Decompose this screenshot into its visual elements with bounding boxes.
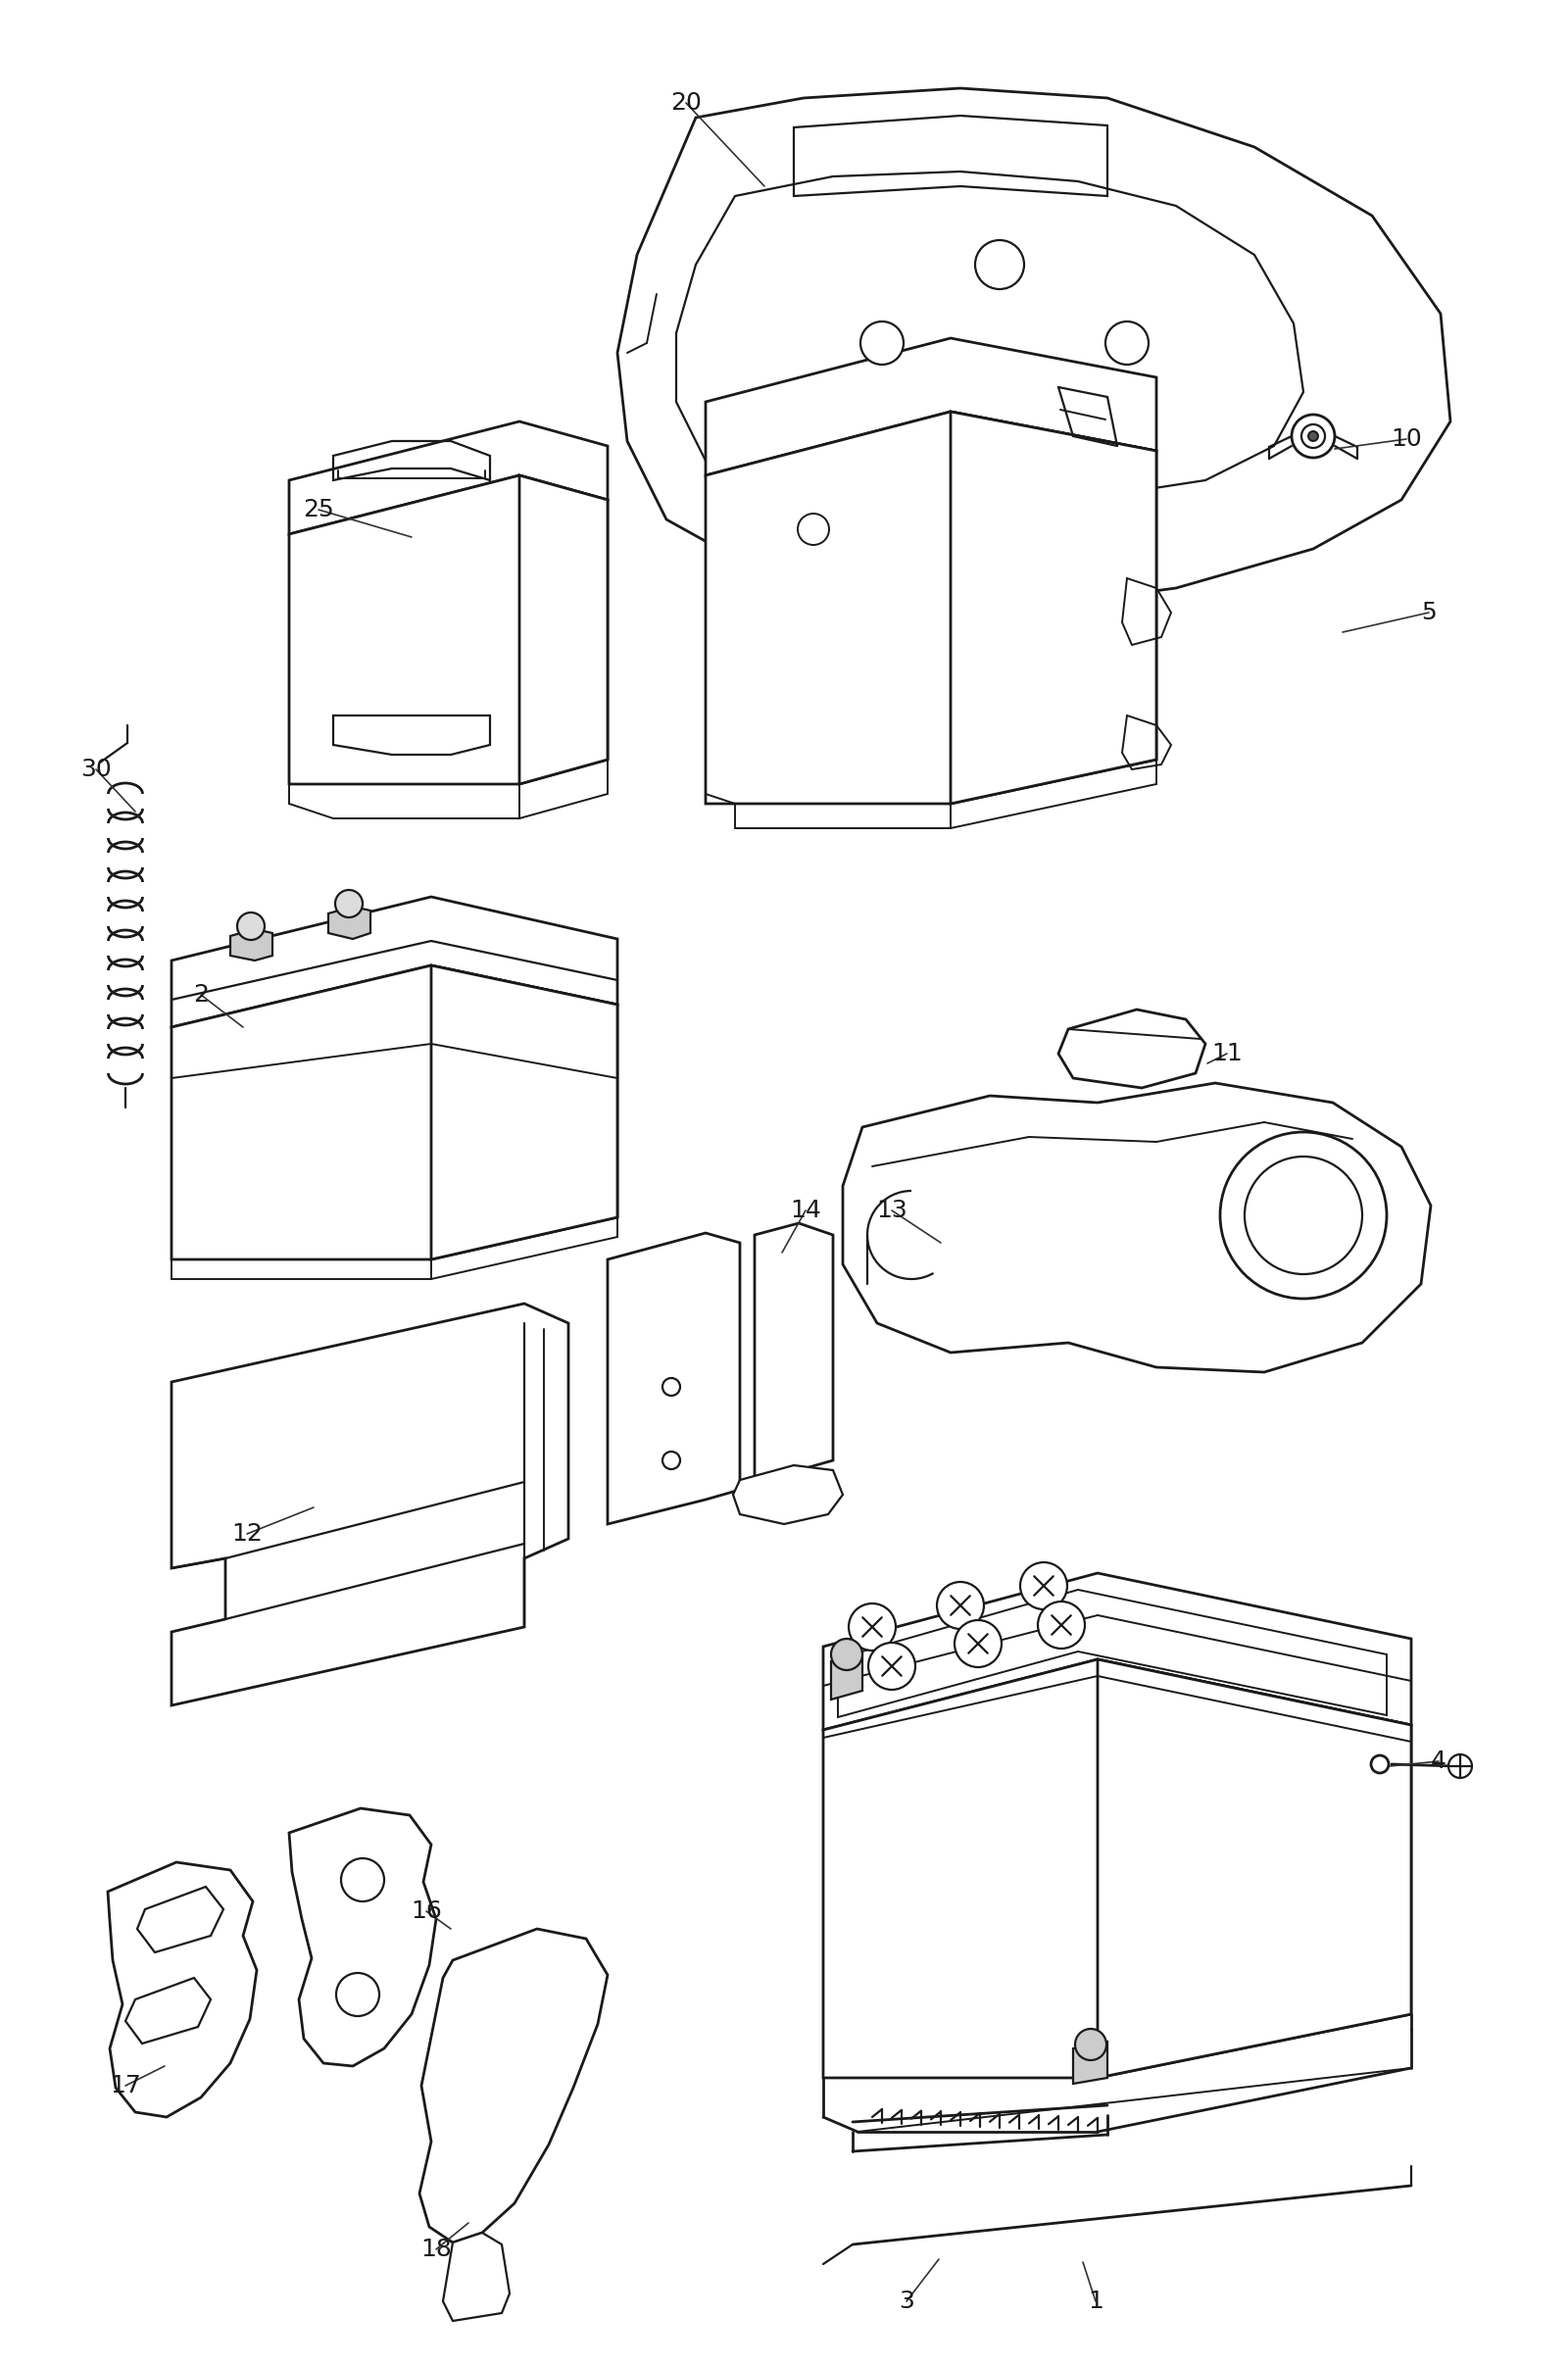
Polygon shape [950,412,1157,804]
Circle shape [938,1583,985,1628]
Polygon shape [823,1573,1411,1730]
Polygon shape [1073,2042,1107,2084]
Circle shape [955,1621,1002,1668]
Circle shape [1021,1562,1068,1609]
Text: 25: 25 [303,497,334,521]
Circle shape [1105,322,1148,364]
Circle shape [1038,1602,1085,1649]
Circle shape [861,322,903,364]
Text: 14: 14 [790,1200,822,1223]
Polygon shape [706,412,1157,804]
Polygon shape [844,1084,1430,1372]
Polygon shape [1058,1010,1206,1088]
Circle shape [662,1377,681,1396]
Circle shape [1159,1020,1182,1043]
Circle shape [1076,1024,1099,1048]
Circle shape [336,1973,379,2016]
Circle shape [1370,1756,1389,1772]
Polygon shape [108,1862,257,2118]
Circle shape [1449,1756,1472,1777]
Polygon shape [431,965,618,1259]
Polygon shape [289,1808,436,2066]
Circle shape [336,890,362,918]
Polygon shape [171,897,618,1027]
Circle shape [1301,424,1325,447]
Text: 20: 20 [671,92,701,114]
Text: 1: 1 [1088,2290,1104,2314]
Circle shape [237,913,265,939]
Text: 2: 2 [193,982,209,1006]
Text: 3: 3 [898,2290,914,2314]
Circle shape [831,1640,862,1670]
Text: 5: 5 [1421,601,1436,625]
Circle shape [798,513,829,544]
Circle shape [1220,1131,1386,1299]
Circle shape [1245,1157,1363,1275]
Circle shape [975,239,1024,289]
Polygon shape [831,1651,862,1699]
Polygon shape [289,476,608,783]
Text: 11: 11 [1212,1041,1242,1065]
Polygon shape [754,1223,833,1481]
Polygon shape [608,1233,740,1524]
Circle shape [1308,431,1319,440]
Polygon shape [1098,1659,1411,2077]
Text: 10: 10 [1391,428,1422,452]
Text: 16: 16 [411,1900,442,1924]
Circle shape [1292,414,1334,457]
Text: 12: 12 [232,1521,262,1545]
Text: 30: 30 [80,757,111,781]
Circle shape [869,1642,916,1689]
Circle shape [342,1857,384,1902]
Polygon shape [519,476,608,783]
Polygon shape [230,930,273,961]
Polygon shape [328,906,370,939]
Circle shape [1076,2028,1107,2061]
Text: 4: 4 [1430,1748,1446,1772]
Polygon shape [444,2234,510,2321]
Text: 17: 17 [110,2075,141,2096]
Text: 13: 13 [877,1200,908,1223]
Polygon shape [171,1304,568,1706]
Polygon shape [171,965,618,1259]
Polygon shape [618,88,1450,608]
Circle shape [662,1453,681,1469]
Polygon shape [289,421,608,535]
Circle shape [848,1604,895,1651]
Text: 18: 18 [420,2238,452,2262]
Polygon shape [734,1465,844,1524]
Polygon shape [420,1928,608,2243]
Polygon shape [706,338,1157,476]
Polygon shape [823,1659,1411,2077]
